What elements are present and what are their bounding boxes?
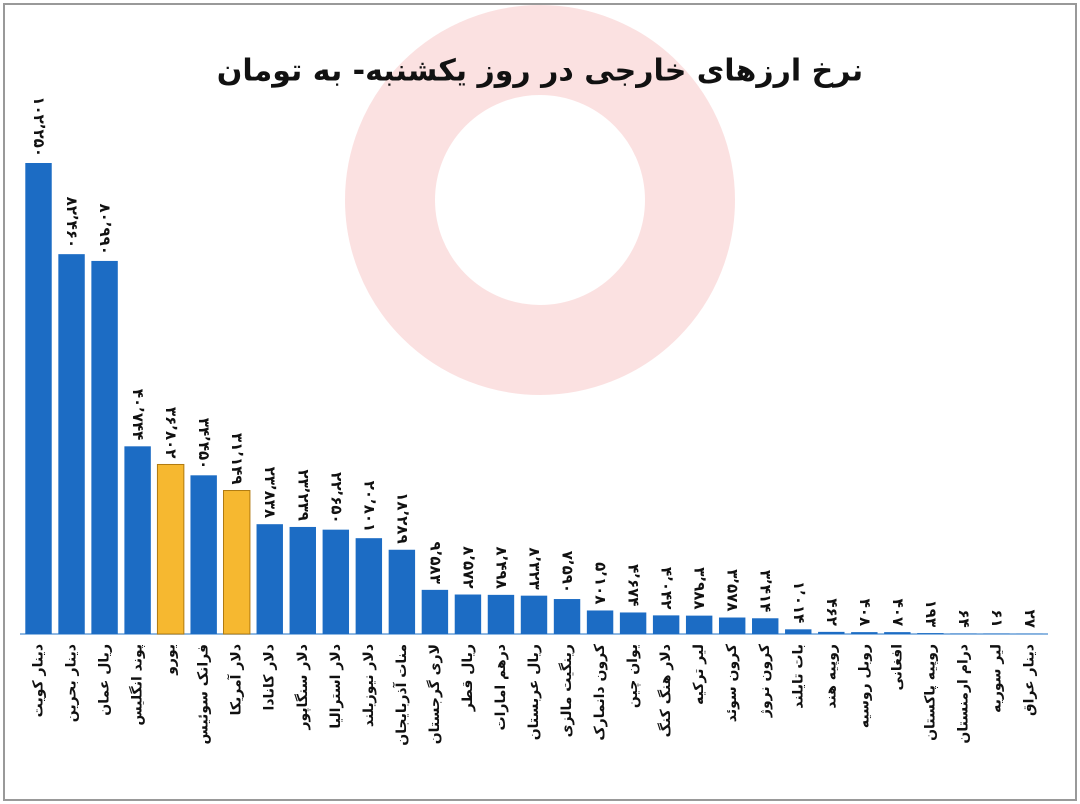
bar [652,615,680,634]
x-tick-label: یورو [163,644,179,676]
value-label: ۳۴٬۴۵۰ [195,418,213,469]
bar [256,524,283,634]
value-label: ۳٬۴۱۴ [757,570,775,612]
x-tick-label: افغانی [889,644,905,691]
value-label: ۸۰٬۹۹۰ [96,203,114,254]
bar [222,490,251,635]
bar [190,475,217,634]
x-tick-label: دلار استرالیا [328,644,344,729]
bar [553,599,581,634]
x-tick-label: کرون نروژ [757,643,773,718]
value-label: ۹٬۵۸۳ [426,542,444,584]
x-tick-label: دلار هنگ کنگ [657,644,674,737]
value-label: ۸٬۵۷۲ [459,546,477,588]
bar [454,594,482,634]
value-label: ۳٬۵۷۸ [724,569,742,611]
x-tick-label: کرون دانمارک [592,643,608,741]
x-tick-label: فرانک سوئیس [196,644,212,744]
value-label: ۲۳٬۸۳۸ [261,467,279,518]
value-label: ۸٬۳۲۳ [526,547,544,589]
x-tick-label: دینار کویت [31,644,47,717]
x-tick-label: روپیه پاکستان [922,644,938,741]
x-tick-label: منات آذربایجان [392,644,410,746]
value-label: ۴٬۰۴۲ [658,567,676,609]
value-label: ۶۱ [988,609,1006,627]
bar [58,254,85,635]
value-label: ۲۷ [1021,610,1039,628]
bar [851,632,878,634]
bar [322,529,350,634]
value-label: ۳۶٬۸۰۲ [162,407,180,458]
value-label: ۶۴ [955,609,973,627]
x-tick-label: روپیه هند [823,644,839,709]
x-tick-label: رینگیت مالزی [558,644,575,737]
x-tick-label: لاری گرجستان [426,644,443,744]
value-label: ۱۸٬۲۸۹ [393,492,411,543]
x-tick-label: پوند انگلیس [129,644,146,726]
value-label: ۴۰٬۷۴۴ [129,389,147,440]
x-tick-label: دلار آمریکا [227,644,245,715]
bar [586,610,614,634]
x-tick-label: درام ارمنستان [955,644,971,744]
bar [785,629,812,634]
x-tick-label: دینار بحرین [64,644,80,722]
bar [25,163,52,634]
x-tick-label: کرون سوئد [724,643,740,722]
bar [91,260,118,634]
value-label: ۱۹۳ [922,600,940,627]
bar [421,589,449,634]
bar [156,463,185,635]
bar [388,549,416,634]
x-tick-label: روبل روسیه [856,644,872,728]
bar [718,617,746,634]
value-label: ۷٬۵۹۰ [559,551,577,593]
value-label: ۸۲٬۴۶۰ [63,197,81,248]
bar [289,526,316,634]
bar [685,615,713,634]
x-tick-label: ریال قطر [460,644,476,712]
x-tick-label: دلار سنگاپور [294,644,311,731]
x-tick-label: بات تایلند [790,644,806,709]
frame [3,3,1077,801]
value-label: ۴۰۷ [889,599,907,626]
value-label: ۴۰۸ [856,599,874,626]
value-label: ۲۲٬۶۵۰ [327,472,345,523]
x-tick-label: لیر ترکیه [691,644,707,705]
value-label: ۵٬۱۰۸ [592,562,610,604]
bar [124,446,151,634]
value-label: ۱۰۲٬۲۵۰ [30,96,48,157]
value-label: ۲۰٬۸۰۱ [360,481,378,532]
x-tick-label: ریال عربستان [526,644,542,740]
value-label: ۸٬۴۹۸ [492,547,510,589]
chart-title: نرخ ارزهای خارجی در روز یکشنبه- به تومان [217,54,863,89]
value-label: ۴٬۶۷۴ [625,564,643,606]
bar [752,618,779,634]
watermark [345,5,735,395]
value-label: ۴۶۲ [823,598,841,625]
value-label: ۱٬۰۱۴ [790,581,808,623]
bar [355,538,383,634]
x-tick-label: لیر سوریه [988,644,1004,713]
bar [818,631,845,634]
bar [917,633,944,634]
bar [884,632,911,634]
x-tick-label: دلار نیوزیلند [361,644,377,727]
value-label: ۲۳٬۲۳۹ [294,469,312,520]
x-tick-label: دلار کانادا [262,644,278,710]
x-tick-label: دینار عراق [1021,644,1037,716]
x-tick-label: ریال عمان [97,644,113,716]
bar [487,594,515,634]
value-label: ۳۱٬۱۴۹ [228,433,246,484]
value-label: ۳٬۹۸۸ [691,567,709,609]
x-tick-label: درهم امارات [493,644,509,730]
bar [619,612,647,634]
bar [520,595,548,634]
x-tick-label: یوان چین [625,644,641,708]
